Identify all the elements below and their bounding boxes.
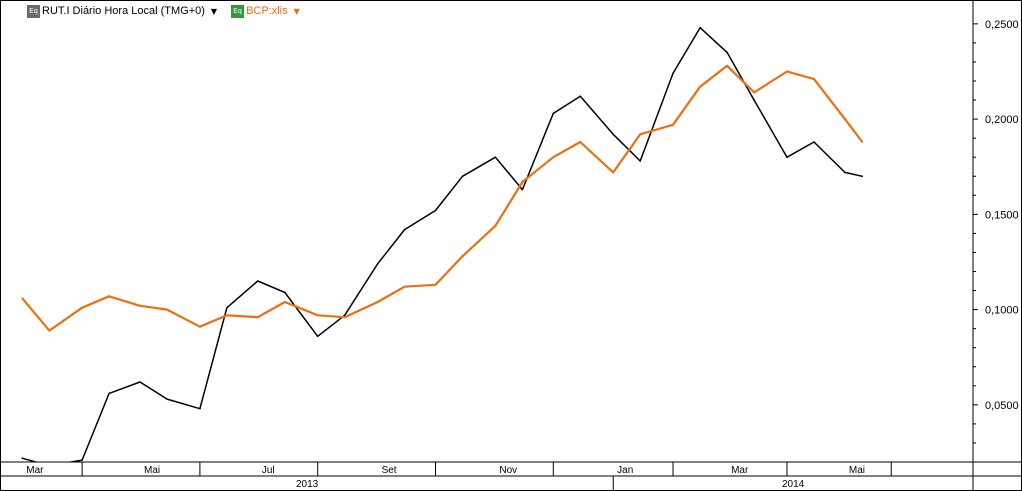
data-point xyxy=(753,99,755,101)
data-point xyxy=(639,133,641,136)
data-point xyxy=(343,314,346,317)
y-tick-label: 0,0500 xyxy=(985,400,1019,412)
x-month-label: Mai xyxy=(144,465,160,476)
data-point xyxy=(166,308,168,311)
plot-area xyxy=(21,26,864,467)
y-tick-label: 0,1500 xyxy=(985,209,1019,221)
data-point xyxy=(612,133,614,136)
data-point xyxy=(81,459,83,461)
data-point xyxy=(612,171,614,174)
data-point xyxy=(861,141,864,143)
data-point xyxy=(376,301,379,303)
data-point xyxy=(48,329,51,332)
data-point xyxy=(844,171,846,174)
data-point xyxy=(494,224,497,227)
data-point xyxy=(226,306,228,309)
data-point xyxy=(284,291,286,294)
data-point xyxy=(699,85,701,88)
data-point xyxy=(403,285,406,288)
data-point xyxy=(726,64,728,67)
x-year-label: 2013 xyxy=(296,479,319,490)
y-tick-label: 0,1000 xyxy=(985,305,1019,317)
data-point xyxy=(257,316,259,319)
x-month-label: Mar xyxy=(26,465,44,476)
data-point xyxy=(461,255,464,258)
data-point xyxy=(199,407,201,410)
data-point xyxy=(579,141,582,143)
y-axis: 0,2500 0,2000 0,1500 0,1000 0,0500 xyxy=(972,1,1019,463)
data-point xyxy=(672,72,674,75)
data-point xyxy=(108,295,110,298)
legend-series1-label: RUT.I Diário Hora Local (TMG+0) xyxy=(42,5,205,17)
dropdown-arrow-icon[interactable]: ▼ xyxy=(210,6,218,16)
data-point xyxy=(786,70,788,73)
data-point xyxy=(844,118,846,120)
legend-series2-label: BCP:xlis xyxy=(246,5,288,17)
data-point xyxy=(316,335,319,338)
x-month-label: Jan xyxy=(617,465,633,476)
chart-legend: Eq RUT.I Diário Hora Local (TMG+0) ▼ Eq … xyxy=(27,4,314,18)
data-point xyxy=(461,175,464,178)
data-point xyxy=(521,181,524,183)
data-point xyxy=(257,280,259,282)
data-point xyxy=(108,392,110,395)
x-month-label: Nov xyxy=(499,465,517,476)
data-point xyxy=(753,91,755,94)
data-point xyxy=(376,263,379,265)
data-point xyxy=(21,297,24,299)
dropdown-arrow-icon[interactable]: ▼ xyxy=(293,6,300,16)
data-point xyxy=(48,465,50,467)
equity-icon: Eq xyxy=(231,4,245,18)
data-point xyxy=(552,112,555,115)
legend-item-series1[interactable]: Eq RUT.I Diário Hora Local (TMG+0) ▼ xyxy=(27,4,218,18)
data-point xyxy=(81,306,83,309)
data-point xyxy=(166,398,168,400)
data-point xyxy=(343,316,346,319)
x-axis: Mar Mai Jul Set Nov Jan Mar Mai 2013 2014 xyxy=(1,461,1021,490)
series-line-rut xyxy=(21,26,863,462)
data-point xyxy=(861,175,864,178)
y-tick-label: 0,2000 xyxy=(985,114,1019,126)
data-point xyxy=(579,95,582,98)
data-point xyxy=(552,156,555,159)
data-point xyxy=(199,325,201,328)
data-point xyxy=(813,141,815,143)
data-point xyxy=(786,156,788,159)
data-point xyxy=(139,381,141,383)
data-point xyxy=(434,209,437,212)
data-point xyxy=(284,301,286,303)
data-point xyxy=(726,51,728,54)
data-point xyxy=(494,156,497,159)
y-tick-label: 0,2500 xyxy=(985,19,1019,31)
x-month-label: Set xyxy=(382,465,397,476)
data-point xyxy=(226,314,228,317)
data-point xyxy=(403,228,406,231)
x-year-label: 2014 xyxy=(782,479,805,490)
data-point xyxy=(316,314,319,317)
x-month-label: Mai xyxy=(849,465,865,476)
data-point xyxy=(813,78,815,80)
data-point xyxy=(434,284,437,286)
data-point xyxy=(21,457,24,459)
legend-item-series2[interactable]: Eq BCP:xlis ▼ xyxy=(231,4,300,18)
data-point xyxy=(139,304,141,307)
equity-icon: Eq xyxy=(27,4,40,18)
series-line-bcp xyxy=(21,64,864,332)
x-month-label: Mar xyxy=(731,465,749,476)
data-point xyxy=(521,188,524,191)
data-point xyxy=(639,160,641,162)
x-month-label: Jul xyxy=(262,465,275,476)
data-point xyxy=(699,26,701,29)
data-point xyxy=(672,124,674,126)
